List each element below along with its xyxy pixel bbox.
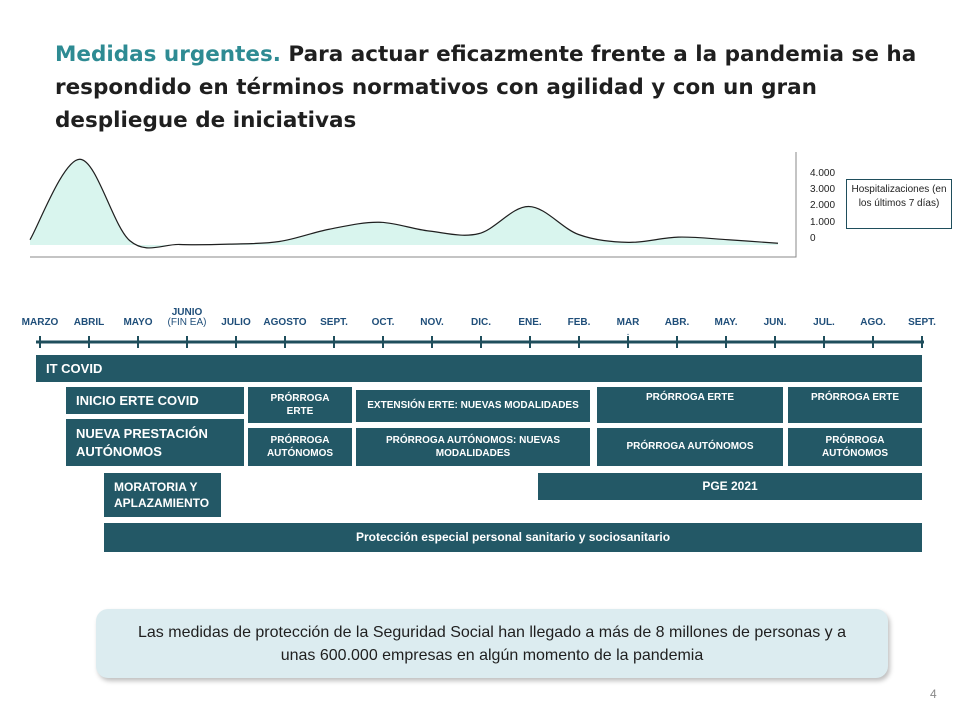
chart-axis-frame	[30, 152, 797, 258]
timeline-month-label: ABRIL	[73, 317, 105, 328]
hospitalizations-area-fill	[30, 159, 778, 248]
measure-pge-2021: PGE 2021	[538, 473, 922, 500]
title-text: Para actuar eficazmente frente a la pand…	[55, 42, 917, 133]
timeline-month-label: FEB.	[567, 317, 591, 328]
measure-prorroga-autonomos-3: PRÓRROGA AUTÓNOMOS	[788, 428, 922, 466]
summary-note: Las medidas de protección de la Segurida…	[96, 609, 888, 678]
measure-nueva-prestacion: NUEVA PRESTACIÓN AUTÓNOMOS	[66, 419, 244, 466]
y-tick-label: 2.000	[810, 200, 836, 212]
measure-prorroga-erte-1: PRÓRROGA ERTE	[248, 387, 352, 423]
timeline-month-label: JUN.	[763, 317, 787, 328]
measure-prorroga-autonomos-2: PRÓRROGA AUTÓNOMOS	[597, 428, 783, 466]
timeline-month-label: ENE.	[518, 317, 542, 328]
measure-prorroga-autonomos-nuevas: PRÓRROGA AUTÓNOMOS: NUEVAS MODALIDADES	[356, 428, 590, 466]
measure-proteccion-sanitario: Protección especial personal sanitario y…	[104, 523, 922, 552]
slide-title: Medidas urgentes. Para actuar eficazment…	[55, 38, 935, 137]
timeline-axis	[36, 336, 924, 348]
page-number: 4	[930, 687, 937, 701]
y-tick-label: 1.000	[810, 216, 836, 228]
timeline-month-label: MARZO	[21, 317, 59, 328]
measure-inicio-erte: INICIO ERTE COVID	[66, 387, 244, 414]
timeline-month-label: MAY.	[714, 317, 738, 328]
timeline-month-label: SEPT.	[908, 317, 936, 328]
timeline-month-label: JULIO	[221, 317, 251, 328]
timeline-month-label: MAR.	[616, 317, 640, 338]
measure-it-covid: IT COVID	[36, 355, 922, 382]
timeline-month-label: AGO.	[860, 317, 886, 328]
y-tick-label: 0	[810, 232, 816, 244]
timeline-month-label: DIC.	[471, 317, 491, 328]
timeline-month-label: MAYO	[123, 317, 153, 328]
y-tick-label: 4.000	[810, 168, 836, 179]
y-tick-label: 3.000	[810, 184, 836, 196]
title-highlight: Medidas urgentes.	[55, 42, 281, 67]
hospitalizations-line	[29, 158, 779, 249]
timeline-month-label: NOV.	[420, 317, 444, 328]
timeline-month-label: JUNIO (FIN EA)	[167, 307, 207, 328]
hospitalizations-area-chart	[29, 152, 797, 258]
measure-prorroga-erte-2: PRÓRROGA ERTE	[597, 387, 783, 423]
timeline-month-label: JUL.	[813, 317, 835, 328]
timeline-month-label: OCT.	[371, 317, 395, 328]
timeline-month-label: ABR.	[664, 317, 690, 328]
chart-legend: Hospitalizaciones (en los últimos 7 días…	[846, 179, 952, 229]
measure-extension-erte: EXTENSIÓN ERTE: NUEVAS MODALIDADES	[356, 390, 590, 422]
measure-prorroga-erte-3: PRÓRROGA ERTE	[788, 387, 922, 423]
timeline-month-label: SEPT.	[320, 317, 348, 328]
measure-moratoria: MORATORIA Y APLAZAMIENTO	[104, 473, 221, 517]
timeline-month-label: AGOSTO	[263, 317, 307, 328]
measure-prorroga-autonomos-1: PRÓRROGA AUTÓNOMOS	[248, 428, 352, 466]
